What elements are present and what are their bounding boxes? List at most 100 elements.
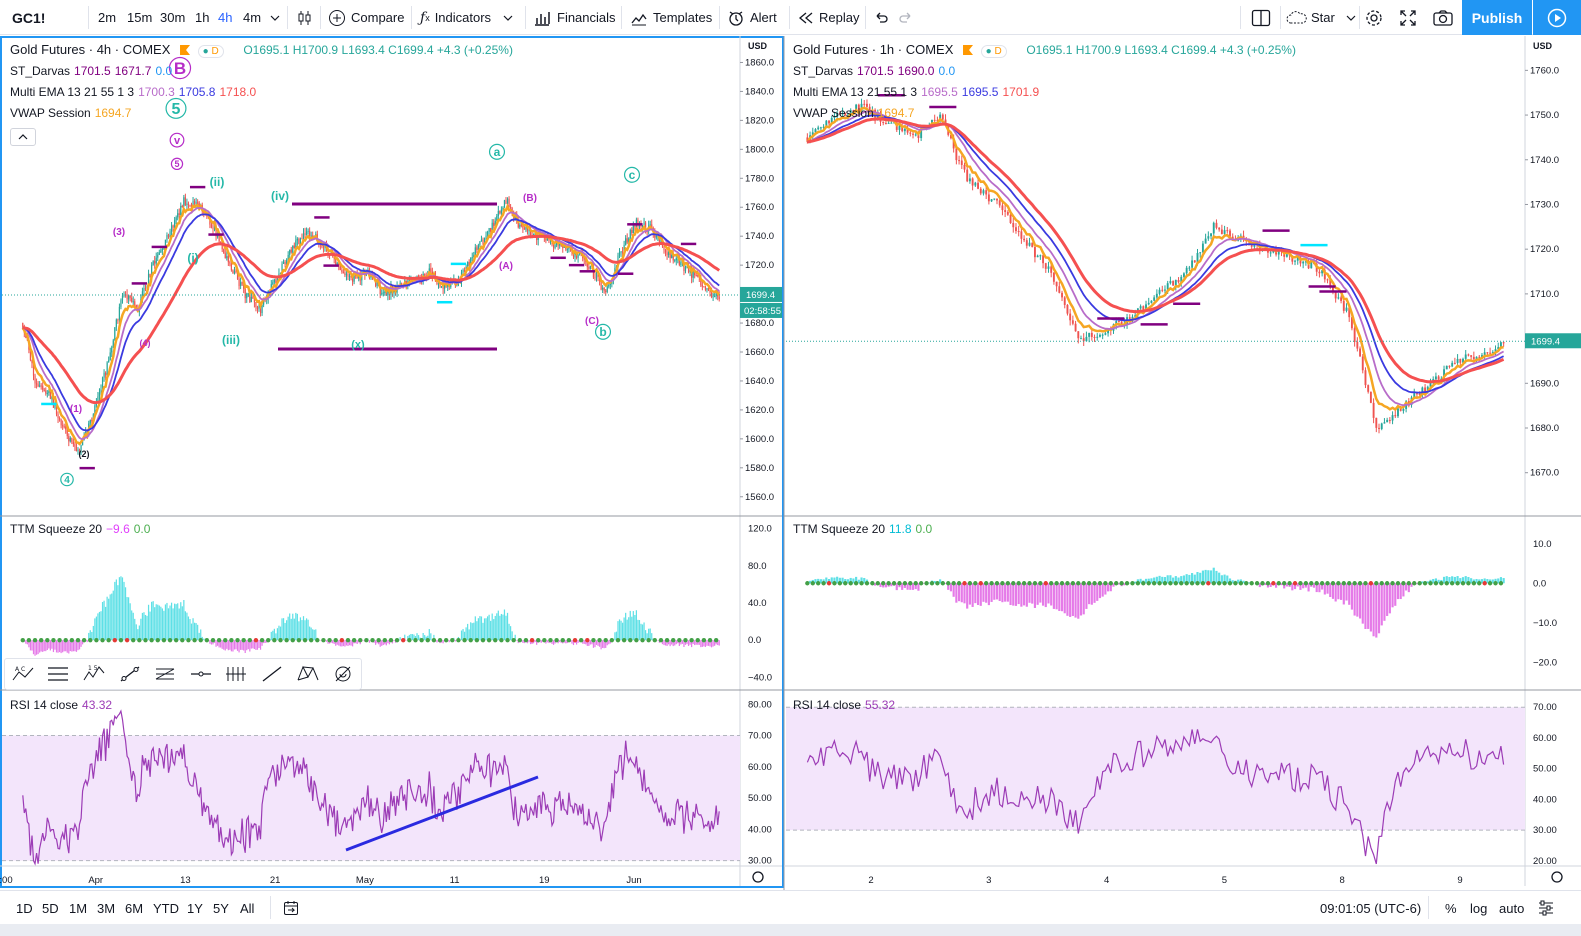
interval-1h[interactable]: 1h: [195, 10, 210, 25]
right-ema-legend[interactable]: Multi EMA 13 21 55 1 3 1695.5 1695.5 1701.9: [793, 85, 1040, 99]
redo-icon[interactable]: [898, 0, 914, 35]
candle-body: [149, 273, 151, 278]
settings-gear-icon[interactable]: [1365, 0, 1383, 35]
play-circle-icon[interactable]: [1533, 0, 1581, 35]
elliott-wave-icon[interactable]: 1 5: [76, 659, 112, 689]
ttm-squeeze-dot: [1330, 581, 1336, 586]
left-rsi-legend[interactable]: RSI 14 close 43.32: [10, 698, 113, 712]
candle-body: [704, 286, 707, 290]
flag-icon[interactable]: [963, 45, 974, 55]
elliott-wave-label: B: [174, 59, 186, 78]
undo-icon[interactable]: [873, 0, 889, 35]
range-all[interactable]: All: [240, 900, 255, 916]
layout-name-button[interactable]: Star: [1286, 0, 1356, 35]
range-1m[interactable]: 1M: [69, 900, 88, 916]
candle-body: [223, 249, 225, 254]
collapse-legend-button[interactable]: [10, 128, 36, 146]
price-tick-label: 1670.0: [1530, 468, 1559, 479]
right-ttm-legend[interactable]: TTM Squeeze 20 11.8 0.0: [793, 522, 933, 536]
candle-body: [1185, 267, 1188, 274]
candle-body: [233, 270, 236, 274]
layout-split-icon[interactable]: [1251, 0, 1271, 35]
interval-30m[interactable]: 30m: [160, 10, 186, 25]
candle-body: [868, 106, 871, 115]
ttm-squeeze-dot: [615, 637, 621, 643]
candle-body: [1497, 347, 1500, 350]
percent-toggle[interactable]: %: [1445, 900, 1457, 916]
camera-icon[interactable]: [1433, 0, 1453, 35]
clock-timezone[interactable]: 09:01:05 (UTC-6): [1320, 900, 1422, 916]
interval-dropdown-icon[interactable]: [270, 0, 280, 35]
long-position-icon[interactable]: [219, 659, 255, 689]
publish-button[interactable]: Publish: [1462, 0, 1532, 35]
left-ttm-legend[interactable]: TTM Squeeze 20 −9.6 0.0: [10, 522, 151, 536]
right-rsi-legend[interactable]: RSI 14 close 55.32: [793, 698, 896, 712]
indicators-button[interactable]: ƒ x Indicators: [420, 0, 513, 35]
auto-toggle[interactable]: auto: [1499, 900, 1525, 916]
chart-settings-icon[interactable]: [1537, 891, 1555, 925]
ttm-squeeze-dot: [437, 637, 443, 643]
candle-body: [855, 104, 858, 111]
alert-button[interactable]: Alert: [727, 0, 777, 35]
ttm-squeeze-dot: [1276, 581, 1281, 586]
range-3m[interactable]: 3M: [97, 900, 116, 916]
range-5d[interactable]: 5D: [42, 900, 59, 916]
left-darvas-legend[interactable]: ST_Darvas 1701.5 1671.7 0.0: [10, 64, 173, 78]
templates-button[interactable]: Templates: [630, 0, 712, 35]
left-vwap-legend[interactable]: VWAP Session 1694.7: [10, 106, 132, 120]
time-axis-settings-icon[interactable]: [1551, 871, 1563, 883]
interval-4m[interactable]: 4m: [243, 10, 262, 25]
candles-icon[interactable]: [296, 0, 314, 35]
interval-4h[interactable]: 4h: [218, 10, 233, 25]
fullscreen-icon[interactable]: [1400, 0, 1416, 35]
replay-button[interactable]: Replay: [797, 0, 859, 35]
left-ema-legend[interactable]: Multi EMA 13 21 55 1 3 1700.3 1705.8 1718.0: [10, 85, 257, 99]
candle-body: [470, 257, 472, 267]
range-ytd[interactable]: YTD: [153, 900, 179, 916]
candle-body: [71, 437, 73, 443]
ttm-squeeze-dot: [443, 637, 449, 643]
fib-lines-icon[interactable]: [41, 659, 77, 689]
candle-body: [920, 128, 923, 139]
flag-icon[interactable]: [180, 45, 191, 55]
range-6m[interactable]: 6M: [125, 900, 144, 916]
ttm-squeeze-dot: [560, 637, 565, 643]
right-title[interactable]: Gold Futures · 1h · COMEX: [793, 42, 954, 57]
xabcd-pattern-icon[interactable]: [290, 659, 326, 689]
gann-fan-icon[interactable]: [325, 659, 361, 689]
ttm-squeeze-dot: [1395, 581, 1401, 586]
left-title[interactable]: Gold Futures · 4h · COMEX: [10, 42, 171, 57]
compare-button[interactable]: Compare: [328, 0, 404, 35]
right-vwap-legend[interactable]: VWAP Session 1694.7: [793, 106, 915, 120]
abc-pattern-icon[interactable]: A C: [5, 659, 41, 689]
log-toggle[interactable]: log: [1470, 900, 1488, 916]
ttm-squeeze-dot: [149, 637, 154, 643]
horizontal-ray-icon[interactable]: [183, 659, 219, 689]
chart-area[interactable]: 1860.0 1840.0 1820.0 1800.0 1780.0 1760.0 1740…: [0, 36, 1581, 890]
candle-body: [644, 222, 647, 229]
right-darvas-legend[interactable]: ST_Darvas 1701.5 1690.0 0.0: [793, 64, 956, 78]
candle-body: [1421, 387, 1424, 395]
candle-body: [1061, 292, 1063, 298]
candle-body: [152, 261, 154, 266]
fib-retracement-icon[interactable]: [147, 659, 183, 689]
ray-icon[interactable]: [254, 659, 290, 689]
candle-body: [123, 294, 125, 296]
candle-body: [1415, 393, 1418, 395]
candle-body: [966, 169, 969, 182]
range-1y[interactable]: 1Y: [187, 900, 203, 916]
financials-button[interactable]: Financials: [533, 0, 616, 35]
goto-date-icon[interactable]: [283, 891, 299, 925]
candle-body: [351, 278, 354, 282]
time-axis-settings-icon[interactable]: [752, 871, 764, 883]
range-1d[interactable]: 1D: [16, 900, 33, 916]
trend-line-icon[interactable]: [112, 659, 148, 689]
candle-body: [1318, 271, 1321, 274]
symbol-search[interactable]: GC1!: [12, 9, 46, 26]
interval-2m[interactable]: 2m: [98, 10, 117, 25]
ttm-squeeze-dot: [1005, 581, 1011, 586]
range-5y[interactable]: 5Y: [213, 900, 229, 916]
ttm-squeeze-dot: [419, 637, 424, 643]
candle-body: [151, 265, 153, 278]
interval-15m[interactable]: 15m: [127, 10, 153, 25]
